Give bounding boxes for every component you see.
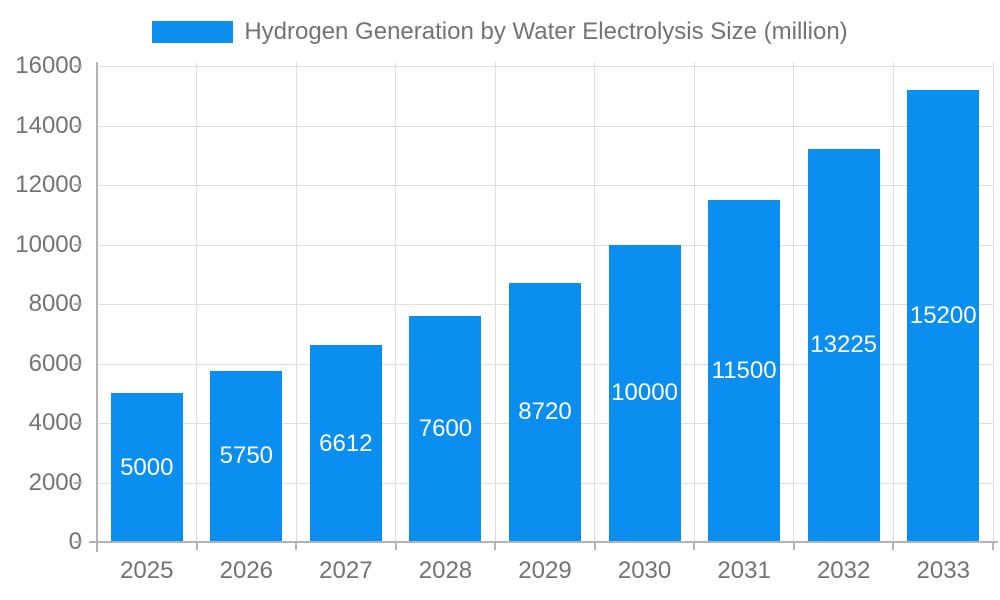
- y-tick-mark: [74, 65, 82, 67]
- bar-value-label: 10000: [611, 379, 678, 407]
- bar-value-label: 13225: [810, 331, 878, 359]
- y-tick-mark: [74, 124, 82, 127]
- y-tick-label: 4000: [28, 409, 82, 436]
- x-tick-label: 2032: [816, 557, 871, 584]
- bar-2033[interactable]: 15200: [907, 89, 980, 542]
- gridline-vertical: [295, 62, 297, 542]
- gridline-vertical: [793, 62, 795, 542]
- y-tick-mark: [74, 481, 82, 484]
- bar-value-label: 7600: [418, 414, 473, 442]
- x-tick-mark: [593, 541, 596, 550]
- y-tick-label: 14000: [15, 111, 82, 139]
- bar-value-label: 5750: [219, 442, 274, 470]
- gridline-vertical: [892, 62, 894, 542]
- legend-swatch: [152, 21, 234, 43]
- y-axis-labels: 0 2000 4000 6000 8000 10000 12000 14000 16000: [0, 53, 82, 555]
- x-axis-labels: 2025 2026 2027 2028 2029 2030 2031 2032 2033: [96, 541, 994, 587]
- x-tick-mark: [195, 541, 198, 550]
- x-tick-mark: [394, 541, 397, 550]
- legend-label: Hydrogen Generation by Water Electrolysi…: [244, 18, 848, 45]
- x-tick-mark: [494, 541, 497, 550]
- y-tick-label: 2000: [28, 468, 82, 496]
- bar-2029[interactable]: 8720: [509, 282, 581, 542]
- bar-value-label: 8720: [518, 398, 572, 426]
- x-tick-label: 2029: [518, 557, 572, 584]
- bar-2026[interactable]: 5750: [210, 370, 283, 542]
- bar-value-label: 6612: [319, 429, 373, 457]
- gridline-vertical: [196, 62, 198, 542]
- y-tick-mark: [74, 362, 82, 365]
- gridline-horizontal: [97, 244, 993, 246]
- x-axis-line: [89, 541, 998, 543]
- x-tick-mark: [96, 541, 98, 550]
- y-axis-line: [96, 62, 98, 552]
- y-tick-mark: [74, 243, 82, 246]
- bar-2025[interactable]: 5000: [110, 393, 183, 542]
- gridline-vertical: [992, 62, 994, 542]
- bar-value-label: 11500: [711, 356, 777, 384]
- bar-value-label: 15200: [909, 301, 977, 329]
- gridline-vertical: [395, 62, 397, 542]
- bar-2027[interactable]: 6612: [309, 345, 382, 542]
- gridline-vertical: [693, 62, 695, 542]
- gridline-horizontal: [97, 66, 993, 67]
- x-tick-mark: [295, 541, 298, 550]
- chart-legend[interactable]: Hydrogen Generation by Water Electrolysi…: [0, 16, 1000, 48]
- y-tick-label: 10000: [15, 230, 82, 258]
- y-tick-mark: [74, 541, 82, 543]
- gridline-horizontal: [97, 125, 993, 127]
- x-tick-label: 2027: [319, 557, 373, 584]
- x-tick-label: 2030: [617, 557, 672, 584]
- y-tick-label: 12000: [15, 171, 82, 198]
- gridline-horizontal: [97, 185, 993, 186]
- plot-area: 5000 5750 6612 7600 8720 10000 11500 13225 15200: [97, 62, 994, 542]
- x-tick-label: 2031: [717, 557, 771, 584]
- bar-2031[interactable]: 11500: [708, 199, 781, 542]
- bar-2032[interactable]: 13225: [807, 148, 880, 542]
- x-tick-mark: [892, 541, 895, 550]
- bar-value-label: 5000: [120, 453, 174, 481]
- bar-2030[interactable]: 10000: [608, 244, 681, 542]
- y-tick-mark: [74, 303, 82, 305]
- bar-2028[interactable]: 7600: [409, 315, 482, 542]
- x-tick-label: 2026: [219, 557, 274, 584]
- y-tick-mark: [74, 422, 82, 424]
- y-tick-label: 16000: [15, 52, 82, 79]
- gridline-vertical: [594, 62, 596, 542]
- x-tick-mark: [792, 541, 795, 550]
- y-tick-mark: [74, 184, 82, 186]
- gridline-vertical: [494, 62, 496, 542]
- x-tick-mark: [693, 541, 696, 550]
- x-tick-label: 2028: [418, 557, 473, 584]
- x-tick-label: 2025: [120, 557, 174, 584]
- x-tick-label: 2033: [916, 557, 970, 584]
- x-tick-mark: [992, 541, 994, 550]
- y-tick-label: 6000: [28, 349, 82, 377]
- y-tick-label: 8000: [28, 290, 82, 317]
